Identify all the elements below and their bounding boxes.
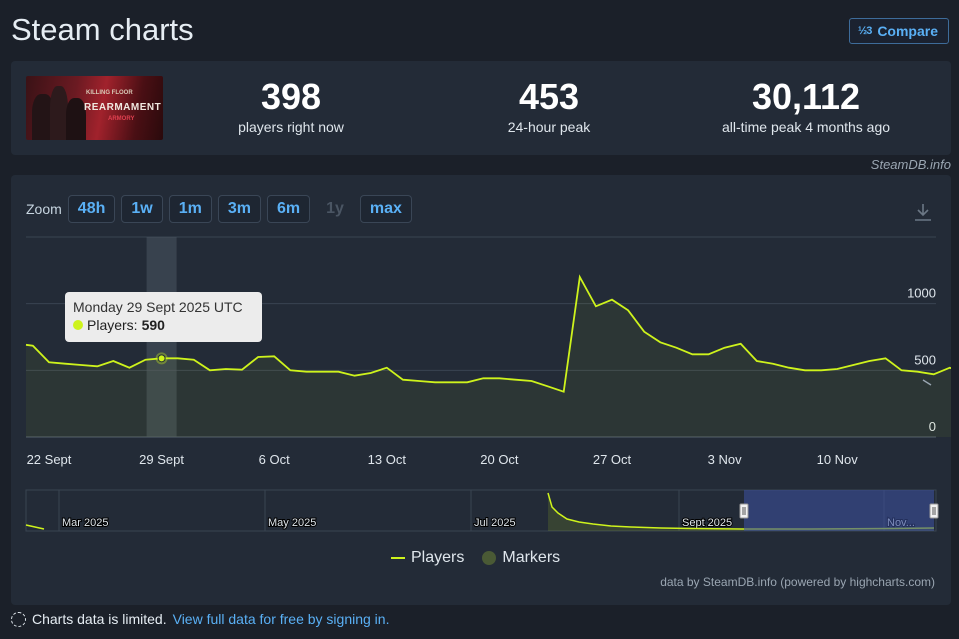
y-tick-label: 0 — [929, 419, 936, 434]
zoom-max-button[interactable]: max — [359, 195, 412, 223]
x-tick-label: 10 Nov — [817, 452, 859, 467]
navigator-series-area — [548, 493, 934, 531]
game-logo-big: REARMAMENT — [84, 102, 162, 113]
stat-label: 24-hour peak — [507, 119, 591, 135]
series-area — [26, 277, 951, 437]
legend-item-markers[interactable]: Markers — [482, 549, 560, 567]
navigator-label: May 2025 — [268, 517, 316, 529]
game-capsule-image[interactable]: KILLING FLOOR REARMAMENT ARMORY — [26, 76, 163, 140]
navigator-handle — [929, 503, 939, 519]
tooltip-row: Players: 590 — [73, 316, 254, 334]
x-tick-label: 6 Oct — [259, 452, 290, 467]
tooltip-title: Monday 29 Sept 2025 UTC — [73, 299, 243, 315]
stat-all-time-peak: 30,112 all-time peak 4 months ago — [701, 76, 911, 136]
dashed-circle-icon — [11, 611, 26, 627]
stat-24h-peak: 453 24-hour peak — [489, 76, 609, 136]
stat-value: 453 — [518, 76, 580, 117]
x-tick-label: 29 Sept — [139, 452, 184, 467]
x-tick-label: 3 Nov — [708, 452, 742, 467]
zoom-1w-button[interactable]: 1w — [121, 195, 163, 223]
zoom-3m-button[interactable]: 3m — [217, 195, 261, 223]
chart-legend: Players Markers — [391, 549, 560, 567]
zoom-1m-button[interactable]: 1m — [168, 195, 212, 223]
stat-label: all-time peak 4 months ago — [721, 119, 891, 135]
navigator-handle — [739, 503, 749, 519]
tooltip-value: 590 — [141, 317, 165, 333]
stat-label: players right now — [238, 119, 344, 135]
download-icon[interactable] — [913, 202, 933, 227]
page-title: Steam charts — [11, 12, 194, 47]
x-tick-label: 20 Oct — [480, 452, 519, 467]
zoom-48h-button[interactable]: 48h — [67, 195, 116, 223]
players-chart[interactable]: 0 500 1000 22 Sept 29 Sept 6 Oct 13 Oct 20 Oct 2… — [11, 175, 951, 605]
navigator-label: Sept 2025 — [682, 517, 732, 529]
game-logo-small: KILLING FLOOR — [86, 90, 133, 96]
series-line-players — [25, 274, 951, 393]
stat-current-players: 398 players right now — [231, 76, 351, 136]
legend-label: Players — [411, 549, 465, 566]
zoom-1y-button: 1y — [326, 200, 344, 217]
x-tick-label: 22 Sept — [27, 452, 72, 467]
zoom-6m-button[interactable]: 6m — [266, 195, 311, 223]
y-tick-label: 1000 — [907, 286, 936, 301]
legend-item-players[interactable]: Players — [391, 549, 464, 567]
series-dot-icon — [73, 320, 83, 330]
navigator-label: Jul 2025 — [474, 517, 516, 529]
y-axis-break-mark — [922, 379, 932, 386]
tooltip-series-label: Players: — [87, 317, 138, 333]
y-tick-label: 500 — [914, 352, 936, 367]
highlight-point — [157, 354, 166, 363]
limited-notice: Charts data is limited. View full data f… — [11, 611, 389, 627]
chart-panel: 0 500 1000 22 Sept 29 Sept 6 Oct 13 Oct 20 Oct 2… — [11, 175, 951, 605]
marker-dot-icon — [482, 551, 497, 565]
x-tick-label: 27 Oct — [593, 452, 632, 467]
compare-icon: ½3 — [858, 25, 872, 37]
zoom-label: Zoom — [26, 201, 62, 217]
steamdb-watermark: SteamDB.info — [870, 157, 951, 172]
stats-panel: KILLING FLOOR REARMAMENT ARMORY 398 play… — [11, 61, 951, 155]
line-icon — [391, 557, 405, 559]
stat-value: 30,112 — [751, 76, 861, 117]
limited-text: Charts data is limited. — [32, 611, 167, 627]
x-tick-label: 13 Oct — [368, 452, 407, 467]
chart-tooltip: Monday 29 Sept 2025 UTC Players: 590 — [65, 292, 262, 342]
sign-in-link[interactable]: View full data for free by signing in. — [172, 611, 390, 627]
navigator-selection — [744, 490, 934, 531]
compare-button[interactable]: ½3 Compare — [849, 18, 949, 44]
compare-label: Compare — [877, 23, 938, 39]
zoom-controls: Zoom 48h 1w 1m 3m 6m 1y max — [26, 195, 418, 223]
stat-value: 398 — [260, 76, 322, 117]
chart-credits[interactable]: data by SteamDB.info (powered by highcha… — [660, 575, 935, 589]
legend-label: Markers — [502, 549, 561, 566]
game-logo-sub: ARMORY — [108, 116, 135, 122]
navigator-label: Mar 2025 — [62, 517, 108, 529]
navigator-series-early — [25, 524, 45, 530]
